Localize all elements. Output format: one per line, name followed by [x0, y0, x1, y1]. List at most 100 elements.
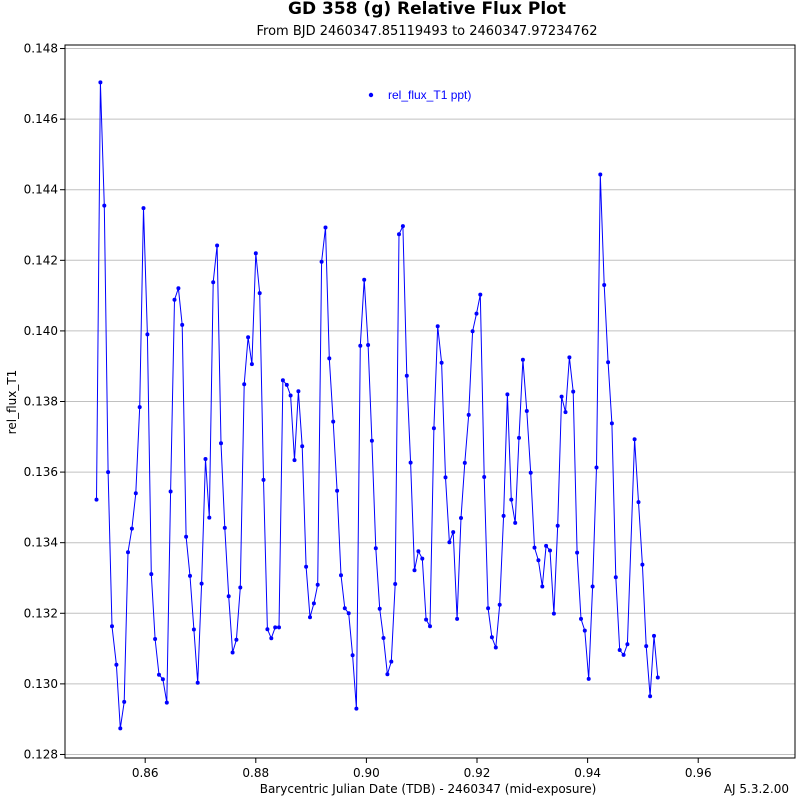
- data-point: [280, 378, 285, 383]
- data-point: [474, 311, 479, 316]
- data-point: [265, 627, 270, 632]
- y-tick-label: 0.148: [24, 42, 58, 56]
- data-point: [172, 297, 177, 302]
- data-point: [257, 291, 262, 296]
- data-point: [157, 672, 161, 677]
- data-point: [528, 470, 533, 475]
- data-point: [296, 389, 301, 394]
- data-point: [253, 251, 258, 256]
- data-point: [277, 625, 281, 630]
- data-point: [621, 652, 626, 657]
- data-point: [598, 172, 603, 177]
- y-axis-label: rel_flux_T1: [5, 370, 19, 435]
- data-point: [606, 360, 611, 365]
- data-point: [203, 457, 208, 461]
- data-point: [625, 642, 630, 647]
- data-point: [478, 292, 483, 297]
- data-point: [339, 573, 343, 578]
- data-point: [501, 513, 506, 518]
- data-point: [567, 355, 572, 360]
- data-point: [424, 617, 429, 622]
- data-point: [246, 335, 251, 340]
- data-point: [377, 606, 382, 611]
- x-axis-ticks: 0.86 0.88 0.90 0.92 0.94 0.96: [132, 758, 712, 780]
- data-point: [323, 225, 328, 230]
- data-point: [180, 322, 185, 327]
- x-tick-label: 0.96: [685, 766, 712, 780]
- data-point: [517, 435, 521, 440]
- data-point: [126, 550, 130, 555]
- data-point: [540, 584, 545, 589]
- y-tick-label: 0.130: [24, 677, 58, 691]
- data-point: [160, 677, 165, 682]
- data-point: [358, 343, 363, 348]
- data-point: [249, 362, 254, 367]
- data-point: [404, 373, 409, 378]
- y-tick-label: 0.144: [24, 183, 58, 197]
- data-point: [145, 332, 150, 337]
- data-point: [644, 644, 649, 649]
- data-point: [168, 489, 173, 494]
- data-point: [110, 624, 114, 629]
- data-point: [191, 627, 196, 632]
- data-point: [211, 280, 216, 285]
- data-point: [188, 573, 192, 578]
- data-point: [199, 581, 204, 586]
- data-point: [137, 405, 142, 410]
- legend: rel_flux_T1 ppt): [368, 88, 471, 102]
- data-point: [617, 648, 622, 652]
- y-tick-label: 0.136: [24, 465, 58, 479]
- data-point: [602, 283, 607, 287]
- data-point: [536, 558, 541, 563]
- data-point: [451, 530, 456, 535]
- data-point: [373, 546, 378, 551]
- data-point: [133, 491, 138, 496]
- data-point: [362, 277, 367, 282]
- data-point: [269, 636, 274, 641]
- data-point: [153, 637, 158, 641]
- data-point: [586, 676, 591, 681]
- data-point: [439, 360, 444, 365]
- series-rel-flux: [94, 80, 660, 731]
- series-line: [96, 82, 659, 729]
- data-point: [489, 635, 494, 640]
- x-tick-label: 0.90: [353, 766, 380, 780]
- data-point: [575, 550, 580, 555]
- data-point: [354, 706, 359, 711]
- data-point: [613, 575, 618, 580]
- data-point: [524, 409, 529, 413]
- version-label: AJ 5.3.2.00: [724, 782, 789, 796]
- data-point: [486, 606, 491, 611]
- data-point: [393, 582, 398, 586]
- data-point: [369, 438, 374, 443]
- data-point: [582, 628, 587, 633]
- data-point: [335, 488, 340, 493]
- y-tick-label: 0.140: [24, 324, 58, 338]
- data-point: [141, 206, 146, 211]
- data-point: [466, 412, 471, 417]
- data-point: [122, 699, 127, 704]
- data-point: [632, 437, 637, 442]
- data-point: [509, 497, 514, 502]
- data-point: [652, 633, 656, 638]
- data-point: [215, 243, 220, 248]
- data-point: [462, 460, 467, 465]
- data-point: [563, 410, 568, 415]
- data-point: [207, 515, 212, 520]
- data-point: [350, 653, 355, 658]
- data-point: [164, 700, 169, 705]
- data-point: [346, 611, 351, 616]
- data-point: [242, 382, 247, 387]
- x-tick-label: 0.86: [132, 766, 159, 780]
- data-point: [520, 357, 525, 362]
- y-tick-label: 0.128: [24, 747, 58, 761]
- data-point: [571, 389, 576, 394]
- data-point: [455, 616, 460, 621]
- data-point: [327, 356, 332, 361]
- data-point: [590, 584, 595, 589]
- data-point: [315, 582, 320, 587]
- data-point: [559, 394, 564, 399]
- data-point: [385, 672, 390, 677]
- y-tick-label: 0.142: [24, 253, 58, 267]
